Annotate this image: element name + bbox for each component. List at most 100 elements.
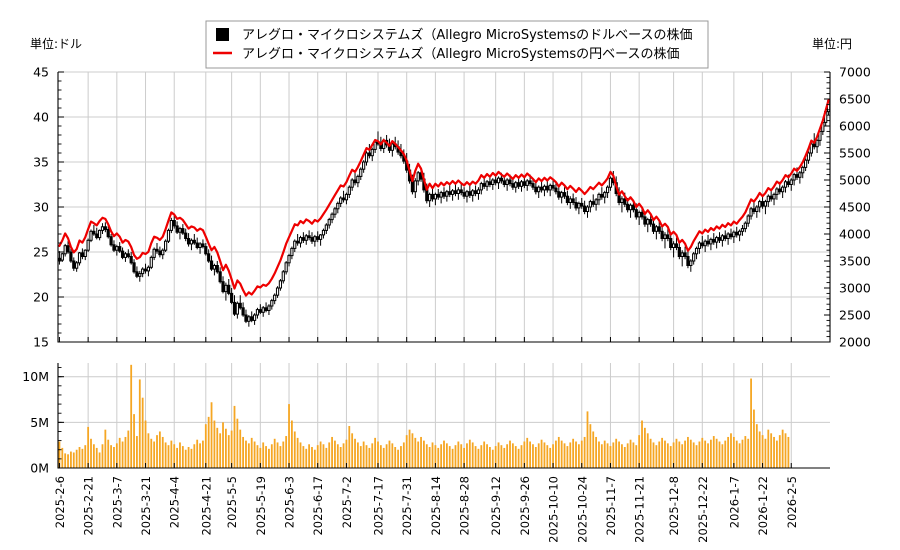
candle-body xyxy=(161,249,165,256)
candle-body xyxy=(494,179,498,184)
x-axis-date-label: 2025-5-19 xyxy=(254,476,268,536)
x-axis-date-label: 2025-4-4 xyxy=(168,476,182,528)
volume-bar xyxy=(629,439,632,468)
volume-bar xyxy=(161,436,164,468)
volume-bar xyxy=(90,438,92,468)
candle-body xyxy=(531,183,535,188)
candle-body xyxy=(689,260,693,266)
right-axis-tick-label: 7000 xyxy=(839,65,871,80)
candle-body xyxy=(677,247,681,257)
volume-bar xyxy=(113,447,115,468)
candle-body xyxy=(227,284,231,294)
candle-body xyxy=(442,192,446,197)
candle-body xyxy=(720,235,724,241)
candle-body xyxy=(772,193,776,200)
volume-bar xyxy=(471,442,474,468)
candle-body xyxy=(95,233,99,239)
candle-body xyxy=(149,256,153,268)
right-axis-tick-label: 4500 xyxy=(839,200,871,215)
volume-bar xyxy=(64,453,67,468)
volume-bar xyxy=(279,446,282,468)
candle-body xyxy=(717,237,722,241)
candle-body xyxy=(146,266,151,272)
candle-body xyxy=(172,220,176,227)
candle-body xyxy=(491,179,495,185)
volume-bar xyxy=(345,439,348,468)
candle-body xyxy=(551,184,555,189)
x-axis-date-label: 2026-1-7 xyxy=(727,476,741,528)
volume-bar xyxy=(675,438,678,468)
volume-bar xyxy=(299,442,302,468)
volume-bar xyxy=(259,447,262,468)
candle-body xyxy=(697,242,702,249)
volume-bar xyxy=(589,424,592,468)
right-axis-tick-label: 3500 xyxy=(839,254,871,269)
candle-body xyxy=(367,152,371,157)
candle-body xyxy=(671,243,676,248)
volume-bar xyxy=(649,438,652,468)
volume-bar xyxy=(555,440,557,468)
volume-bar xyxy=(420,436,422,468)
candle-body xyxy=(244,314,248,322)
volume-bar xyxy=(362,441,365,468)
right-axis-tick-label: 5500 xyxy=(839,146,871,161)
volume-bar xyxy=(78,447,81,468)
volume-bar xyxy=(595,436,598,468)
volume-bar xyxy=(497,442,500,468)
candle-body xyxy=(812,143,816,148)
candle-body xyxy=(301,237,305,241)
candle-body xyxy=(562,192,567,197)
volume-bar xyxy=(520,445,523,468)
volume-bar xyxy=(500,445,503,468)
volume-bar xyxy=(503,447,506,468)
candle-body xyxy=(657,226,661,232)
candle-body xyxy=(519,181,524,187)
volume-bar xyxy=(95,447,98,468)
volume-bar xyxy=(609,446,612,468)
volume-bar xyxy=(425,444,428,468)
volume-bar xyxy=(245,440,247,468)
candle-body xyxy=(230,292,234,303)
volume-bar xyxy=(652,442,655,468)
volume-bar xyxy=(735,440,738,468)
volume-bar xyxy=(781,429,784,468)
candle-body xyxy=(749,208,753,217)
candle-body xyxy=(631,204,636,211)
right-axis-tick-label: 5000 xyxy=(839,173,871,188)
volume-bar xyxy=(543,442,546,468)
candle-body xyxy=(623,198,627,205)
volume-bar xyxy=(577,444,580,468)
candle-body xyxy=(264,307,268,311)
volume-bar xyxy=(526,437,529,468)
volume-bar xyxy=(184,449,187,468)
volume-bar xyxy=(612,442,615,468)
x-axis-date-label: 2025-7-2 xyxy=(340,476,354,528)
volume-bar xyxy=(110,445,112,468)
volume-bar xyxy=(147,433,150,468)
volume-bar xyxy=(354,438,356,468)
volume-bar xyxy=(778,435,781,468)
x-axis-date-label: 2025-3-21 xyxy=(139,476,153,536)
volume-bar xyxy=(707,443,709,468)
volume-axes: 0M 5M 10M xyxy=(22,363,830,476)
candle-body xyxy=(686,256,690,266)
candlestick-series xyxy=(57,99,831,327)
volume-bar xyxy=(712,436,715,468)
candle-body xyxy=(783,181,788,188)
volume-bar xyxy=(646,433,649,468)
candle-body xyxy=(370,148,374,157)
volume-bar xyxy=(394,447,397,468)
x-axis-date-label: 2025-6-3 xyxy=(283,476,297,528)
candle-body xyxy=(723,235,727,240)
volume-bar xyxy=(761,435,764,468)
candle-body xyxy=(763,201,768,207)
candle-body xyxy=(485,181,489,187)
candle-body xyxy=(347,186,351,195)
candle-body xyxy=(786,181,790,186)
candle-body xyxy=(715,237,719,243)
volume-bar xyxy=(537,443,540,468)
volume-bar xyxy=(302,446,305,468)
candle-body xyxy=(649,219,653,225)
candle-body xyxy=(789,179,793,185)
candle-body xyxy=(729,233,733,238)
